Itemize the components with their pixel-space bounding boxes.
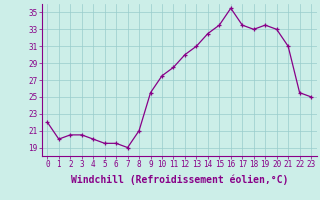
X-axis label: Windchill (Refroidissement éolien,°C): Windchill (Refroidissement éolien,°C) <box>70 175 288 185</box>
